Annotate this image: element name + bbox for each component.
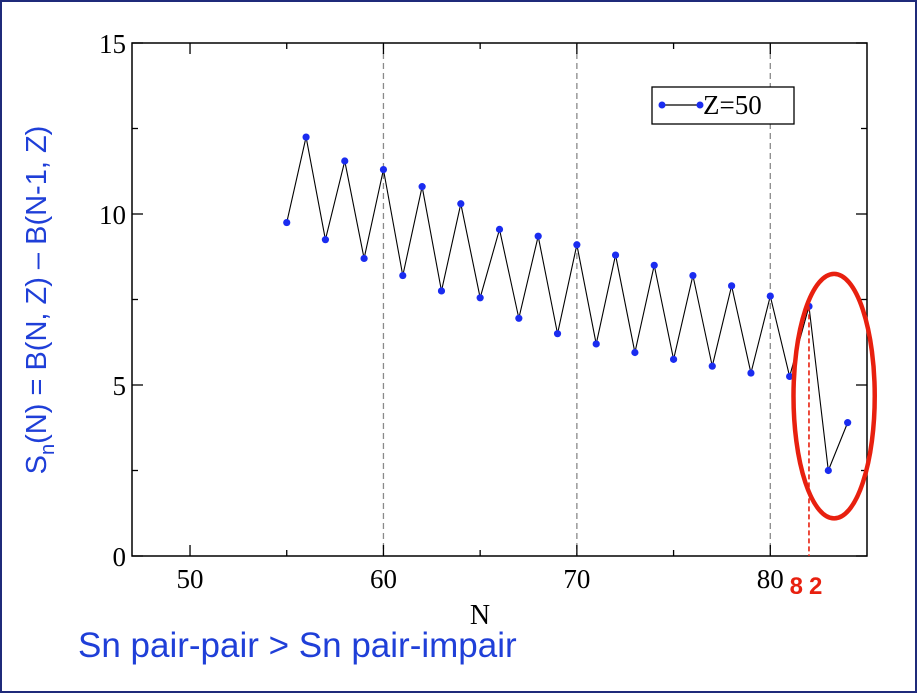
legend-marker-left [658, 101, 666, 109]
axis-ticks [132, 42, 867, 557]
data-point-60 [379, 165, 388, 174]
y-tick-label-10: 10 [99, 200, 126, 230]
legend-label: Z=50 [703, 90, 762, 120]
data-point-74 [650, 261, 658, 269]
data-point-66 [495, 225, 504, 233]
data-point-61 [399, 271, 407, 280]
data-point-69 [553, 330, 562, 338]
data-point-64 [457, 200, 465, 208]
data-point-79 [747, 369, 755, 377]
data-point-56 [302, 133, 310, 141]
data-point-58 [341, 157, 349, 165]
data-point-55 [283, 218, 291, 227]
x-tick-label-70: 70 [563, 564, 590, 594]
x-tick-label-50: 50 [177, 564, 204, 594]
data-point-80 [766, 292, 774, 300]
x-axis-label: N [470, 600, 490, 631]
y-axis-label: Sn(N) = B(N, Z) – B(N-1, Z) [21, 126, 59, 475]
y-axis-label-sub: n [37, 444, 59, 455]
data-point-57 [321, 236, 330, 244]
data-point-77 [708, 362, 716, 370]
data-point-78 [728, 282, 736, 290]
data-point-68 [534, 232, 542, 240]
legend-marker-right [696, 101, 704, 109]
data-point-75 [669, 355, 678, 363]
data-point-59 [360, 254, 368, 263]
data-point-76 [689, 271, 697, 280]
data-point-83 [824, 466, 832, 475]
grid-lines [382, 43, 771, 556]
series-line [286, 136, 849, 471]
data-point-71 [592, 340, 600, 348]
plot-area [131, 42, 868, 557]
legend: Z=50 [651, 86, 795, 125]
data-point-70 [573, 241, 581, 249]
data-point-67 [515, 314, 523, 322]
tick-labels: 50 60 70 80 0 5 10 15 [99, 29, 784, 594]
caption-text: Sn pair-pair > Sn pair-impair [78, 626, 517, 665]
x-tick-label-80: 80 [757, 564, 784, 594]
series-z50 [283, 133, 852, 475]
data-point-73 [631, 348, 639, 357]
y-axis-label-rest: (N) = B(N, Z) – B(N-1, Z) [21, 126, 53, 444]
y-tick-label-15: 15 [99, 29, 126, 59]
data-point-63 [437, 287, 446, 295]
data-point-84 [844, 419, 852, 427]
y-tick-label-0: 0 [113, 542, 127, 572]
magic-number-label: 82 [790, 573, 829, 600]
highlight-ellipse [791, 271, 877, 521]
data-point-62 [418, 183, 426, 191]
data-point-72 [611, 251, 620, 259]
highlight-annotation: 82 [790, 271, 877, 600]
y-axis-label-main: S [21, 455, 53, 474]
x-tick-label-60: 60 [370, 564, 397, 594]
data-point-65 [476, 294, 484, 302]
data-point-81 [786, 372, 794, 381]
y-tick-label-5: 5 [113, 371, 127, 401]
